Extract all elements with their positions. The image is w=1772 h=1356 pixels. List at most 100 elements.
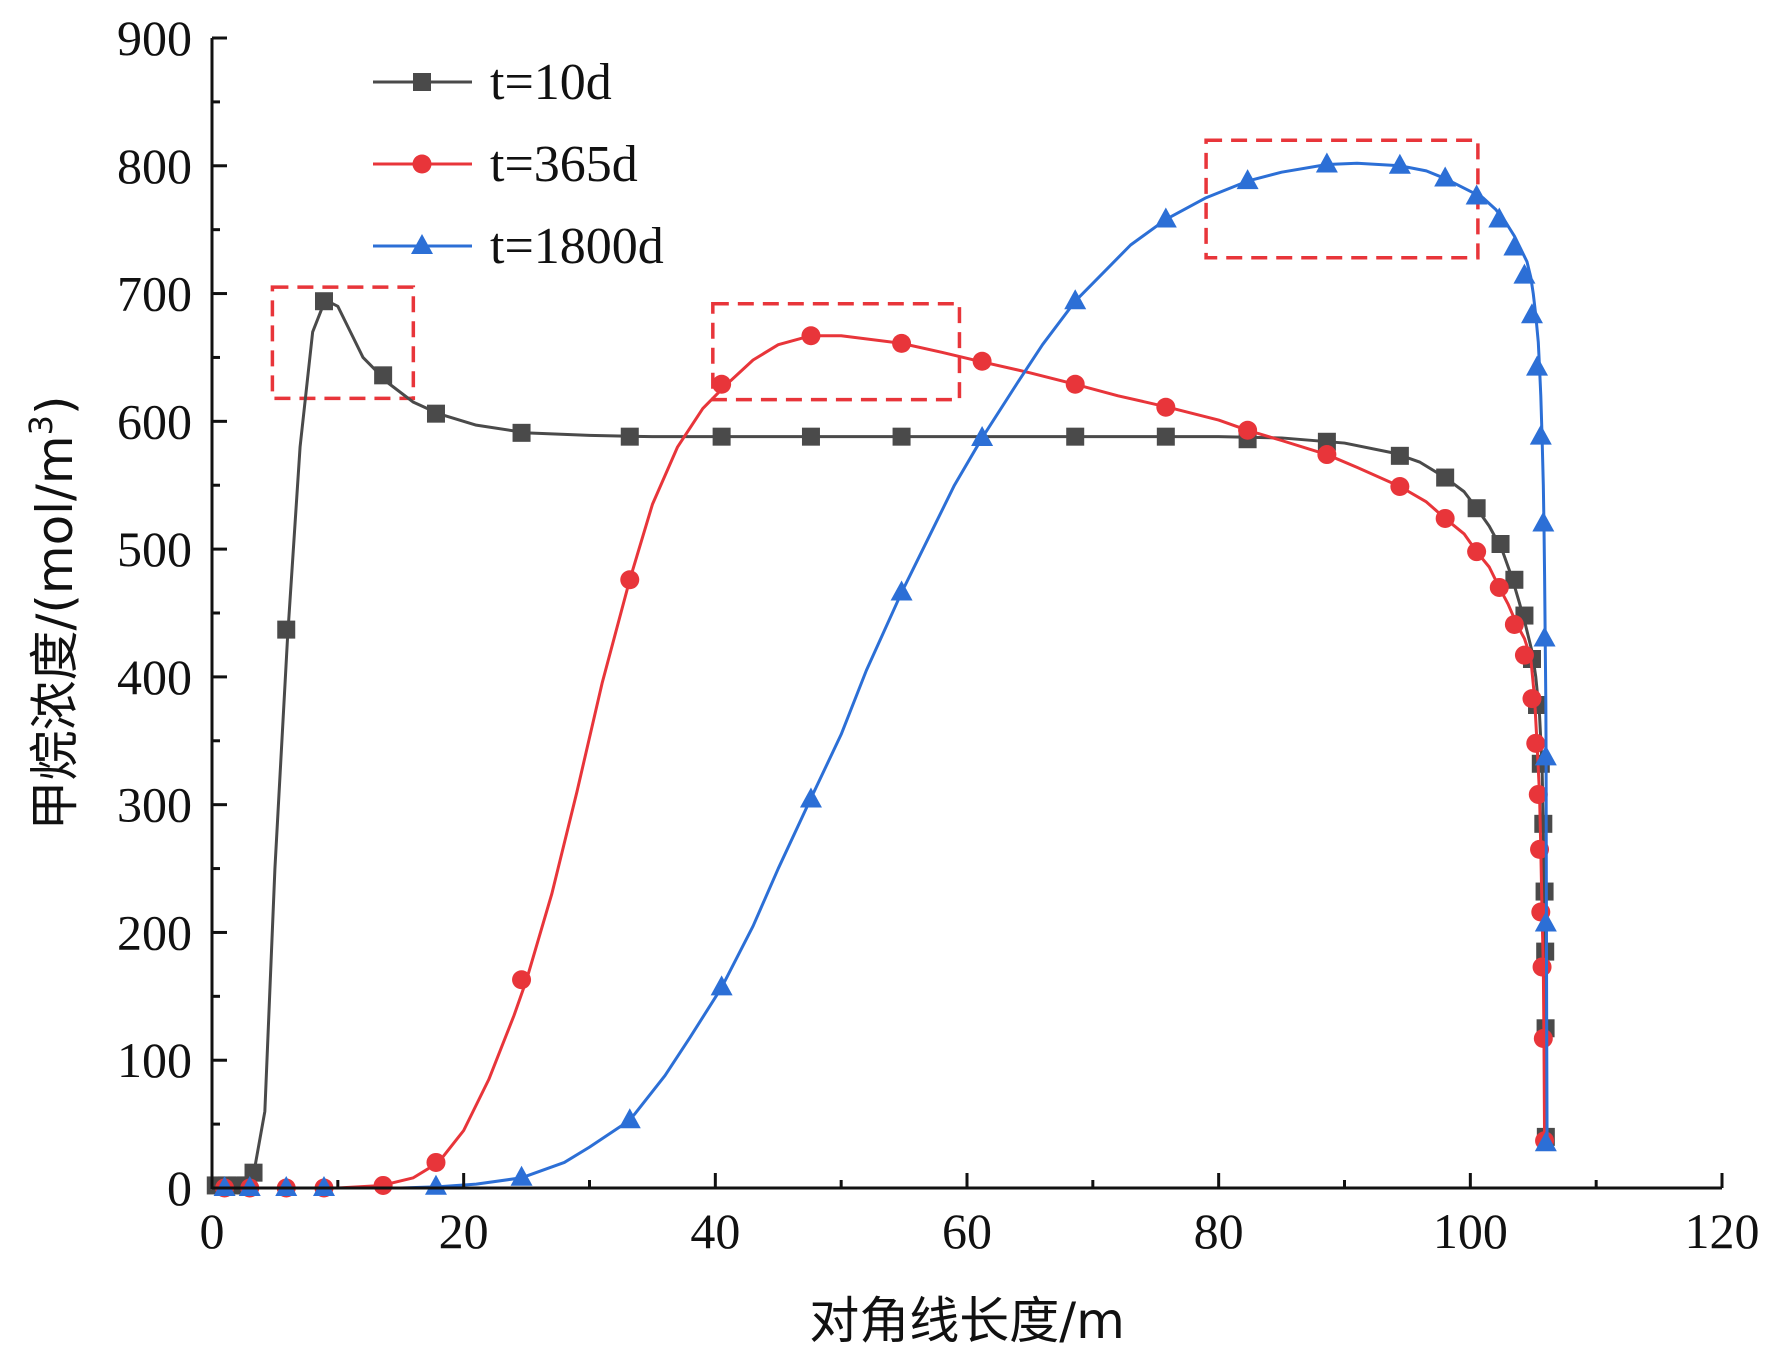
data-point <box>1465 184 1488 205</box>
data-point <box>1467 499 1486 518</box>
data-point <box>1534 1131 1557 1152</box>
legend-marker <box>411 234 433 254</box>
data-point <box>1532 957 1552 977</box>
x-tick-label: 40 <box>690 1203 740 1259</box>
data-point <box>1436 468 1455 487</box>
data-point <box>801 427 820 446</box>
data-point <box>1156 427 1175 446</box>
data-point <box>1317 445 1337 465</box>
data-point <box>972 351 992 371</box>
data-point <box>1434 166 1457 187</box>
legend-marker <box>412 154 432 174</box>
data-point <box>1526 355 1549 376</box>
legend-item: t=365d <box>373 136 638 193</box>
data-point <box>1526 733 1546 753</box>
x-tick-label: 60 <box>942 1203 992 1259</box>
data-point <box>1528 784 1548 804</box>
y-tick-label: 800 <box>117 138 192 194</box>
data-point <box>890 580 913 601</box>
legend-item: t=10d <box>373 54 612 111</box>
data-point <box>244 1163 263 1182</box>
y-axis-title: 甲烷浓度/(mol/m3) <box>22 396 84 831</box>
x-axis-title: 对角线长度/m <box>809 1292 1125 1350</box>
y-tick-label: 300 <box>117 777 192 833</box>
data-point <box>1530 839 1550 859</box>
data-point <box>971 425 994 446</box>
data-point <box>1514 645 1534 665</box>
data-point <box>1491 535 1510 553</box>
data-point <box>275 1176 298 1196</box>
data-point <box>710 975 733 996</box>
x-tick-label: 120 <box>1685 1203 1760 1259</box>
data-point <box>1390 446 1409 465</box>
data-point <box>312 1176 335 1196</box>
legend-label: t=1800d <box>490 218 664 275</box>
data-point <box>510 1165 533 1186</box>
data-point <box>1467 542 1487 562</box>
y-ticks: 0 100 200 300 400 500 600 700 800 900 <box>117 10 227 1216</box>
data-point <box>1315 152 1338 173</box>
data-point <box>512 970 532 990</box>
data-point <box>1156 397 1176 417</box>
data-point <box>1534 911 1557 932</box>
y-axis-title-superscript: 3 <box>22 415 60 435</box>
data-point <box>1504 615 1524 634</box>
data-point <box>712 374 732 394</box>
series-2 <box>212 152 1557 1196</box>
data-point <box>1513 263 1536 284</box>
y-tick-label: 100 <box>117 1032 192 1088</box>
data-point <box>1488 207 1511 228</box>
series-0 <box>206 292 1555 1195</box>
y-tick-label: 200 <box>117 904 192 960</box>
data-point <box>374 366 393 385</box>
y-tick-label: 600 <box>117 393 192 449</box>
data-point <box>1390 477 1410 496</box>
data-point <box>1505 570 1524 589</box>
data-point <box>314 292 333 311</box>
data-point <box>1533 626 1556 647</box>
data-point <box>1503 235 1526 256</box>
y-tick-label: 0 <box>167 1160 192 1216</box>
data-point <box>1534 814 1553 833</box>
data-point <box>213 1176 236 1196</box>
data-point <box>618 1108 641 1129</box>
x-tick-label: 80 <box>1194 1203 1244 1259</box>
data-point <box>1489 577 1509 597</box>
data-point <box>424 1174 447 1195</box>
series-line <box>212 161 1549 1190</box>
legend-label: t=365d <box>490 136 638 193</box>
data-point <box>1532 511 1555 532</box>
data-point <box>1534 745 1557 766</box>
data-point <box>620 427 639 446</box>
data-point <box>426 404 445 423</box>
y-axis-title-close: ) <box>26 396 84 416</box>
x-ticks: 0 20 40 60 80 100 120 <box>200 1173 1760 1259</box>
y-tick-label: 900 <box>117 10 192 66</box>
data-point <box>712 427 731 446</box>
data-point <box>373 1175 393 1195</box>
data-point <box>512 423 531 442</box>
data-point <box>277 620 296 639</box>
x-tick-label: 20 <box>439 1203 489 1259</box>
data-point <box>1064 289 1087 310</box>
legend-item: t=1800d <box>373 218 664 275</box>
legend-label: t=10d <box>490 54 612 111</box>
data-point <box>1066 427 1085 446</box>
x-tick-label: 0 <box>200 1203 225 1259</box>
legend-marker <box>413 73 431 91</box>
data-point <box>799 787 822 808</box>
data-point <box>1533 1029 1553 1048</box>
data-point <box>1388 153 1411 174</box>
data-point <box>1238 420 1258 440</box>
highlight-box <box>711 302 962 402</box>
series-layer <box>206 152 1557 1198</box>
data-point <box>1535 882 1554 901</box>
data-point <box>1154 207 1177 228</box>
y-tick-label: 700 <box>117 266 192 322</box>
data-point <box>1435 508 1455 528</box>
y-axis-title-main: 甲烷浓度/(mol/m <box>26 435 84 830</box>
data-point <box>426 1152 446 1172</box>
y-tick-label: 400 <box>117 649 192 705</box>
data-point <box>892 427 911 446</box>
